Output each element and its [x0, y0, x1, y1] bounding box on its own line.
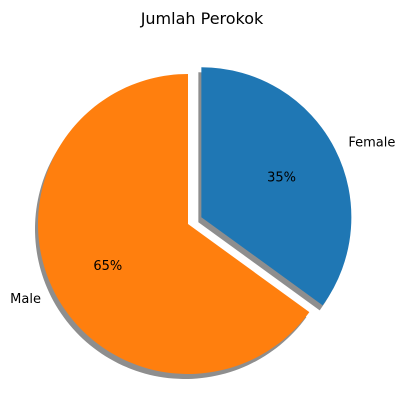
chart-title: Jumlah Perokok	[140, 9, 264, 28]
label-layer: Female 35% Male 65%	[10, 135, 395, 307]
slice-label-male: Male	[10, 292, 41, 307]
percent-label-female: 35%	[267, 170, 296, 185]
slice-layer	[37, 67, 352, 374]
percent-label-male: 65%	[93, 259, 122, 274]
slice-label-female: Female	[348, 135, 395, 150]
slice-female	[201, 67, 352, 306]
slice-male	[37, 74, 310, 374]
